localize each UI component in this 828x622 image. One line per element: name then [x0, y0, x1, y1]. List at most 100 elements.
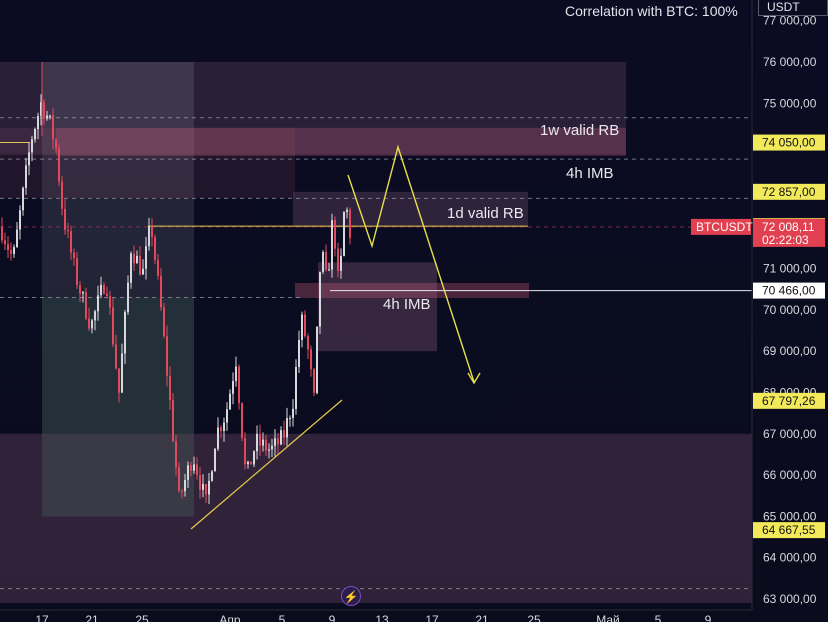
candle-body — [265, 439, 267, 451]
price-tag-label: 70 466,00 — [762, 284, 816, 298]
candle-body — [199, 475, 201, 490]
price-axis-label: 70 000,00 — [763, 303, 817, 317]
candle-body — [187, 465, 189, 480]
zone-4h-imb-upper — [56, 127, 626, 156]
candle-body — [1, 227, 3, 241]
candle-body — [61, 181, 63, 209]
candle-body — [46, 115, 48, 119]
candle-body — [298, 339, 300, 367]
label-4h-imb-upper: 4h IMB — [566, 165, 614, 182]
candle-body — [19, 210, 21, 230]
price-axis-label: 76 000,00 — [763, 55, 817, 69]
candle-body — [316, 326, 318, 393]
candle-body — [349, 209, 351, 238]
candle-body — [100, 284, 102, 296]
candle-body — [256, 433, 258, 452]
candle-body — [22, 187, 24, 211]
candle-body — [172, 400, 174, 442]
candle-body — [307, 335, 309, 350]
countdown-label: 02:22:03 — [762, 233, 809, 247]
candle-body — [79, 285, 81, 294]
candle-body — [322, 252, 324, 272]
candle-body — [76, 258, 78, 286]
time-axis-label: 9 — [329, 613, 336, 622]
zone-bottom-demand — [0, 433, 752, 604]
candle-body — [97, 295, 99, 312]
candle-body — [328, 269, 330, 271]
candle-body — [55, 139, 57, 149]
candle-body — [232, 381, 234, 394]
price-axis-label: 63 000,00 — [763, 592, 817, 606]
candle-body — [184, 479, 186, 492]
symbol-tag-label: BTCUSDT — [696, 220, 753, 234]
candle-body — [43, 102, 45, 119]
candle-body — [115, 344, 117, 369]
candle-body — [10, 250, 12, 254]
candle-body — [274, 438, 276, 446]
price-tag-bg — [753, 183, 825, 200]
candle-body — [154, 236, 156, 260]
price-tag-bg — [753, 282, 825, 299]
time-axis-label: 13 — [375, 613, 389, 622]
price-axis-label: 65 000,00 — [763, 509, 817, 523]
price-axis-label: 69 000,00 — [763, 344, 817, 358]
candle-body — [94, 311, 96, 321]
projection-arrowhead — [467, 372, 481, 385]
currency-label[interactable]: USDT — [758, 0, 828, 16]
candle-body — [259, 433, 261, 446]
candle-body — [277, 438, 279, 445]
candle-body — [211, 471, 213, 481]
candle-body — [217, 427, 219, 449]
candle-body — [271, 445, 273, 450]
price-tag-bg — [753, 522, 825, 539]
candle-body — [343, 212, 345, 256]
time-axis-label: 25 — [135, 613, 149, 622]
candle-body — [67, 229, 69, 232]
candle-body — [220, 427, 222, 432]
candle-body — [13, 247, 15, 254]
price-axis-label: 75 000,00 — [763, 96, 817, 110]
candle-body — [334, 220, 336, 249]
time-axis-label: 17 — [425, 613, 439, 622]
candle-body — [64, 208, 66, 230]
time-axis-label: 25 — [527, 613, 541, 622]
candle-body — [106, 293, 108, 296]
candle-body — [247, 461, 249, 465]
candle-body — [214, 448, 216, 472]
candle-body — [109, 295, 111, 308]
candle-body — [175, 441, 177, 468]
candle-body — [190, 465, 192, 471]
price-tag-label: 74 050,00 — [762, 136, 816, 150]
candle-body — [160, 275, 162, 308]
candle-body — [112, 307, 114, 345]
candle-body — [253, 451, 255, 465]
time-axis-label: 9 — [705, 613, 712, 622]
price-tag-bg — [753, 134, 825, 151]
candle-body — [91, 320, 93, 329]
candle-body — [313, 369, 315, 393]
candle-body — [244, 438, 246, 465]
candle-body — [226, 409, 228, 423]
candle-body — [238, 366, 240, 404]
price-axis-label: 64 000,00 — [763, 551, 817, 565]
candle-body — [34, 129, 36, 140]
candle-body — [124, 311, 126, 354]
candle-body — [310, 349, 312, 370]
candle-body — [283, 430, 285, 438]
candle-body — [262, 439, 264, 446]
candle-body — [304, 314, 306, 336]
candle-body — [127, 282, 129, 312]
price-tag-label: 72 857,00 — [762, 185, 816, 199]
price-axis-label: 66 000,00 — [763, 468, 817, 482]
candle-body — [148, 226, 150, 247]
candle-body — [280, 430, 282, 445]
candle-body — [289, 417, 291, 420]
lightning-icon[interactable]: ⚡ — [341, 586, 361, 606]
candle-body — [178, 467, 180, 491]
candle-body — [136, 255, 138, 264]
label-1w-valid-rb: 1w valid RB — [540, 122, 619, 139]
candle-body — [193, 464, 195, 471]
zone-imb-extension — [0, 127, 295, 198]
